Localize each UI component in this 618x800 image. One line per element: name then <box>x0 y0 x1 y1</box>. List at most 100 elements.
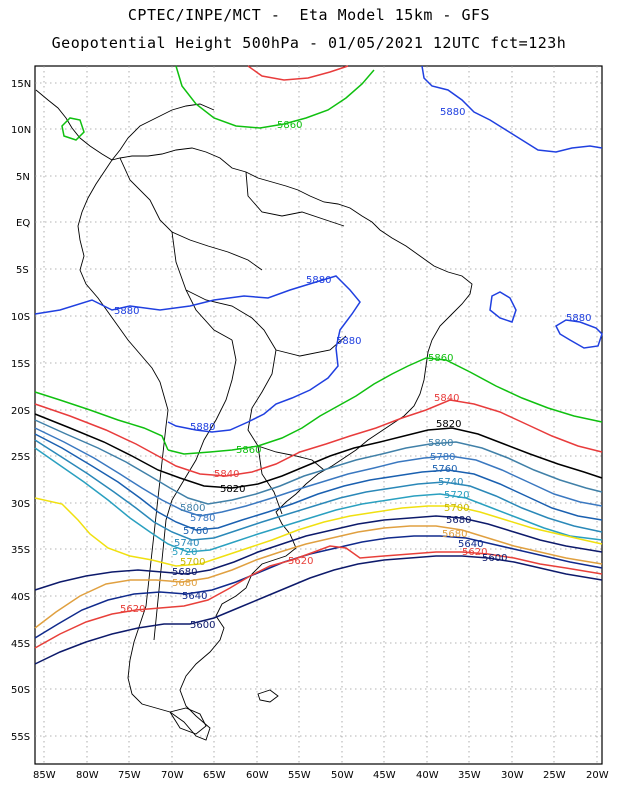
lat-label: 10S <box>11 312 30 323</box>
label-5860-c: 5860 <box>236 445 261 456</box>
contour-5840-north <box>247 65 349 81</box>
lon-label: 30W <box>501 770 524 781</box>
lat-label: 35S <box>11 545 30 556</box>
contour-5860-north <box>175 65 375 129</box>
title-line-1: CPTEC/INPE/MCT - Eta Model 15km - GFS <box>127 6 491 24</box>
label-5840-a: 5840 <box>434 393 459 404</box>
lon-label: 25W <box>543 770 566 781</box>
label-5620-a: 5620 <box>462 547 487 558</box>
lat-label: 55S <box>11 732 30 743</box>
label-5740-b: 5740 <box>174 538 199 549</box>
label-5700-b: 5700 <box>180 557 205 568</box>
label-5680-b: 5680 <box>172 567 197 578</box>
lon-label: 45W <box>373 770 396 781</box>
contour-5800 <box>34 419 603 505</box>
lon-label: 65W <box>203 770 226 781</box>
lon-label: 20W <box>586 770 609 781</box>
lat-label: EQ <box>16 218 30 229</box>
lat-label: 20S <box>11 406 30 417</box>
label-5720-a: 5720 <box>444 490 469 501</box>
label-5880-c: 5880 <box>306 275 331 286</box>
contour-5620 <box>34 545 603 649</box>
label-5680-a: 5680 <box>446 515 471 526</box>
contour-5840 <box>34 399 603 477</box>
contour-labels: 5880 5880 5880 5880 5880 5880 5860 5860 … <box>114 107 591 631</box>
label-5680-d: 5680 <box>172 578 197 589</box>
contour-5820 <box>34 413 603 489</box>
lon-label: 75W <box>118 770 141 781</box>
graticule <box>35 66 602 764</box>
contour-5780 <box>34 427 603 517</box>
falklands <box>257 689 279 703</box>
label-5820-a: 5820 <box>436 419 461 430</box>
map-frame <box>34 65 603 765</box>
lat-label: 5S <box>16 265 29 276</box>
contour-5680-orange <box>34 525 603 629</box>
lat-label: 15N <box>11 79 31 90</box>
label-5840-b: 5840 <box>214 469 239 480</box>
contour-5700 <box>34 497 603 567</box>
lon-label: 80W <box>76 770 99 781</box>
lat-label: 15S <box>11 359 30 370</box>
label-5880-b: 5880 <box>114 306 139 317</box>
label-5820-b: 5820 <box>220 484 245 495</box>
label-5740-a: 5740 <box>438 477 463 488</box>
label-5680-c: 5680 <box>442 529 467 540</box>
lat-label: 25S <box>11 452 30 463</box>
lon-label: 70W <box>161 770 184 781</box>
label-5700-a: 5700 <box>444 503 469 514</box>
label-5600-a: 5600 <box>482 553 507 564</box>
lon-label: 50W <box>331 770 354 781</box>
lat-label: 45S <box>11 639 30 650</box>
label-5760-b: 5760 <box>183 526 208 537</box>
contour-5880-island-1 <box>489 291 517 323</box>
label-5800-a: 5800 <box>428 438 453 449</box>
label-5620-b: 5620 <box>288 556 313 567</box>
lon-label: 55W <box>288 770 311 781</box>
contours <box>34 65 603 665</box>
label-5880-e: 5880 <box>190 422 215 433</box>
lat-axis: 15N 10N 5N EQ 5S 10S 15S 20S 25S 30S 35S… <box>11 79 31 743</box>
contour-5680 <box>34 515 603 591</box>
label-5720-b: 5720 <box>172 547 197 558</box>
lat-label: 5N <box>16 172 30 183</box>
contour-5860-south <box>167 357 603 455</box>
lon-label: 60W <box>246 770 269 781</box>
label-5640-a: 5640 <box>458 539 483 550</box>
contour-5720 <box>34 447 603 553</box>
label-5880-d: 5880 <box>336 336 361 347</box>
lat-label: 40S <box>11 592 30 603</box>
label-5620-c: 5620 <box>120 604 145 615</box>
label-5600-b: 5600 <box>190 620 215 631</box>
lat-label: 50S <box>11 685 30 696</box>
contour-5760 <box>34 433 603 531</box>
contour-5880-island-2 <box>555 319 603 349</box>
lat-label: 10N <box>11 125 31 136</box>
contour-5860-west <box>34 391 169 451</box>
contour-5880-north-east <box>421 65 603 153</box>
label-5640-b: 5640 <box>182 591 207 602</box>
contour-5740 <box>34 439 603 541</box>
contour-5600 <box>34 555 603 665</box>
lon-axis: 85W 80W 75W 70W 65W 60W 55W 50W 45W 40W … <box>33 770 609 781</box>
label-5780-b: 5780 <box>190 513 215 524</box>
country-borders <box>119 157 347 641</box>
title-line-2: Geopotential Height 500hPa - 01/05/2021 … <box>51 34 567 52</box>
coastlines <box>35 89 473 741</box>
label-5860-a: 5860 <box>277 120 302 131</box>
contour-5640 <box>34 535 603 639</box>
lon-label: 40W <box>416 770 439 781</box>
lon-label: 35W <box>458 770 481 781</box>
lat-label: 30S <box>11 499 30 510</box>
label-5780-a: 5780 <box>430 452 455 463</box>
contour-5860-loop <box>61 117 85 141</box>
contour-5880-south <box>34 275 361 433</box>
label-5880-a: 5880 <box>440 107 465 118</box>
label-5760-a: 5760 <box>432 464 457 475</box>
label-5880-f: 5880 <box>566 313 591 324</box>
label-5860-b: 5860 <box>428 353 453 364</box>
label-5800-b: 5800 <box>180 503 205 514</box>
lon-label: 85W <box>33 770 56 781</box>
south-america-coast <box>77 147 473 741</box>
